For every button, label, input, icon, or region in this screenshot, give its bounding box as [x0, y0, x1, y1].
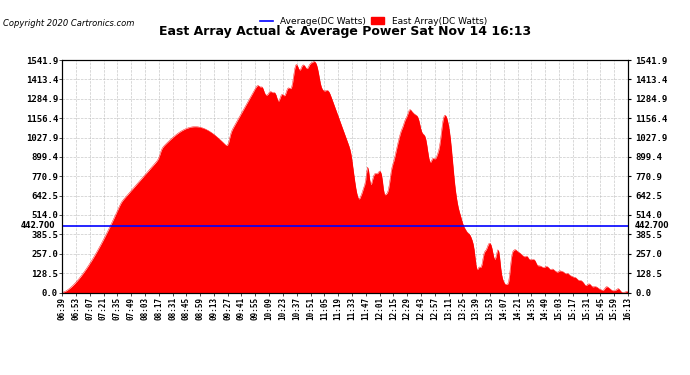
Text: 442.700: 442.700: [21, 221, 55, 230]
Legend: Average(DC Watts), East Array(DC Watts): Average(DC Watts), East Array(DC Watts): [256, 13, 491, 30]
Text: Copyright 2020 Cartronics.com: Copyright 2020 Cartronics.com: [3, 19, 135, 28]
Title: East Array Actual & Average Power Sat Nov 14 16:13: East Array Actual & Average Power Sat No…: [159, 25, 531, 38]
Text: 442.700: 442.700: [635, 221, 669, 230]
